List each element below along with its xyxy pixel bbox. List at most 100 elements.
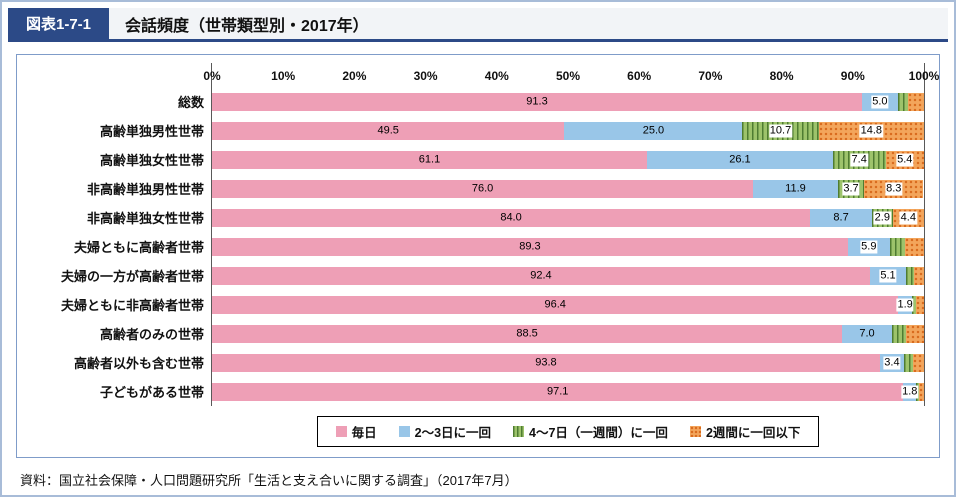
category-label: 子どもがある世帯 [99, 385, 204, 400]
stacked-bar: 96.4 1.9 [212, 295, 924, 314]
legend-item: 2～3日に一回 [398, 422, 491, 441]
stacked-bar: 93.8 3.4 [212, 353, 924, 372]
segment-value-label: 7.4 [850, 153, 868, 166]
bar-segment: 5.1 [869, 266, 907, 285]
bar-segment: 2.9 [872, 208, 893, 227]
bar-row: 93.8 3.4 [211, 348, 925, 377]
bar-segment: 5.0 [862, 92, 898, 111]
bar-row: 89.3 5.9 [211, 232, 925, 261]
segment-value-label: 96.4 [544, 298, 566, 310]
legend-swatch-icon [335, 426, 347, 437]
stacked-bar: 61.1 26.1 7.4 5.4 [212, 150, 924, 169]
stacked-bar: 88.5 7.0 [212, 324, 924, 343]
bar-segment: 5.9 [847, 237, 890, 256]
segment-value-label: 4.4 [899, 211, 917, 224]
bar-segment: 4.4 [892, 208, 924, 227]
bar-segment [891, 324, 907, 343]
bar-row: 97.1 1.8 [211, 377, 925, 406]
segment-value-label: 89.3 [519, 240, 541, 252]
bar-segment: 7.4 [832, 150, 886, 169]
legend-label: 4～7日（一週間）に一回 [529, 426, 668, 440]
stacked-bar: 76.0 11.9 3.7 8.3 [212, 179, 924, 198]
bar-row: 49.5 25.0 10.7 14.8 [211, 116, 925, 145]
segment-value-label: 5.1 [879, 269, 897, 282]
segment-value-label: 1.9 [896, 298, 914, 311]
segment-value-label: 84.0 [500, 211, 522, 223]
bar-segment: 89.3 [212, 237, 848, 256]
bar-row: 88.5 7.0 [211, 319, 925, 348]
legend-label: 毎日 [351, 426, 377, 440]
legend-swatch-icon [513, 426, 525, 437]
segment-value-label: 1.8 [901, 385, 919, 398]
bar-segment [904, 353, 913, 372]
x-axis-tick-label: 70% [698, 69, 723, 83]
bar-row: 61.1 26.1 7.4 5.4 [211, 145, 925, 174]
segment-value-label: 25.0 [642, 124, 665, 136]
bar-segment [897, 92, 909, 111]
category-label: 夫婦ともに非高齢者世帯 [60, 298, 204, 313]
segment-value-label: 5.0 [871, 95, 889, 108]
segment-value-label: 14.8 [859, 124, 884, 137]
stacked-bar: 89.3 5.9 [212, 237, 924, 256]
bar-segment: 3.7 [837, 179, 865, 198]
category-label: 夫婦の一方が高齢者世帯 [60, 269, 204, 284]
segment-value-label: 7.0 [859, 327, 875, 339]
bar-segment: 96.4 [212, 295, 899, 314]
category-label: 高齢者のみの世帯 [99, 327, 204, 342]
bar-segment: 92.4 [212, 266, 870, 285]
bar-segment: 8.7 [810, 208, 873, 227]
x-axis-tick-label: 60% [627, 69, 652, 83]
bar-segment: 25.0 [564, 121, 743, 140]
bar-segment: 3.4 [879, 353, 905, 372]
segment-value-label: 11.9 [785, 182, 806, 194]
figure-number-badge: 図表1-7-1 [8, 8, 110, 39]
bar-segment: 91.3 [212, 92, 863, 111]
segment-value-label: 8.3 [885, 182, 903, 195]
segment-value-label: 61.1 [418, 153, 441, 165]
segment-value-label: 10.7 [768, 124, 793, 137]
segment-value-label: 5.9 [860, 240, 878, 253]
legend-box: 毎日 2～3日に一回 4～7日（一週間）に一回 2週間に一回以下 [211, 416, 925, 447]
stacked-bar: 92.4 5.1 [212, 266, 924, 285]
x-axis-tick-label: 40% [484, 69, 509, 83]
bar-segment [919, 382, 924, 401]
x-axis-tick-label: 90% [840, 69, 865, 83]
bar-segment [908, 92, 924, 111]
x-axis-tick-label: 100% [908, 69, 940, 83]
bar-row: 84.0 8.7 2.9 4.4 [211, 203, 925, 232]
bar-segment [911, 295, 917, 314]
bar-segment: 7.0 [842, 324, 892, 343]
segment-value-label: 97.1 [546, 385, 569, 397]
segment-value-label: 49.5 [377, 124, 399, 136]
legend-swatch-icon [398, 426, 410, 437]
legend-item: 4～7日（一週間）に一回 [513, 422, 668, 441]
legend-label: 2週間に一回以下 [705, 426, 801, 440]
category-label: 高齢単独女性世帯 [99, 153, 204, 168]
bar-segment: 26.1 [647, 150, 833, 169]
x-axis: 0% 10% 20% 30% 40% 50% 60% 70% 80% 90% 100% [203, 63, 939, 87]
figure-header: 図表1-7-1 会話頻度（世帯類型別・2017年） [8, 8, 948, 42]
legend-item: 2週間に一回以下 [689, 422, 801, 441]
category-label: 夫婦ともに高齢者世帯 [73, 240, 204, 255]
x-axis-tick-label: 20% [342, 69, 367, 83]
bar-segment: 8.3 [864, 179, 924, 198]
x-axis-tick-label: 30% [413, 69, 438, 83]
bar-segment [914, 266, 924, 285]
bar-segment: 14.8 [818, 121, 924, 140]
stacked-bar: 97.1 1.8 [212, 382, 924, 401]
bar-segment: 93.8 [212, 353, 880, 372]
legend: 毎日 2～3日に一回 4～7日（一週間）に一回 2週間に一回以下 [316, 416, 820, 447]
segment-value-label: 76.0 [471, 182, 494, 194]
axis-corner [21, 63, 211, 87]
bar-segment [906, 266, 914, 285]
segment-value-label: 88.5 [516, 327, 538, 339]
bar-segment: 1.9 [896, 295, 914, 314]
segment-value-label: 2.9 [873, 211, 891, 224]
bar-segment: 5.4 [885, 150, 924, 169]
bar-segment: 49.5 [212, 121, 565, 140]
category-label: 非高齢単独女性世帯 [86, 211, 204, 226]
category-label: 高齢単独男性世帯 [99, 124, 204, 139]
chart-panel: 0% 10% 20% 30% 40% 50% 60% 70% 80% 90% 100% 総数 91.3… [16, 54, 940, 458]
x-axis-tick-label: 50% [555, 69, 581, 83]
